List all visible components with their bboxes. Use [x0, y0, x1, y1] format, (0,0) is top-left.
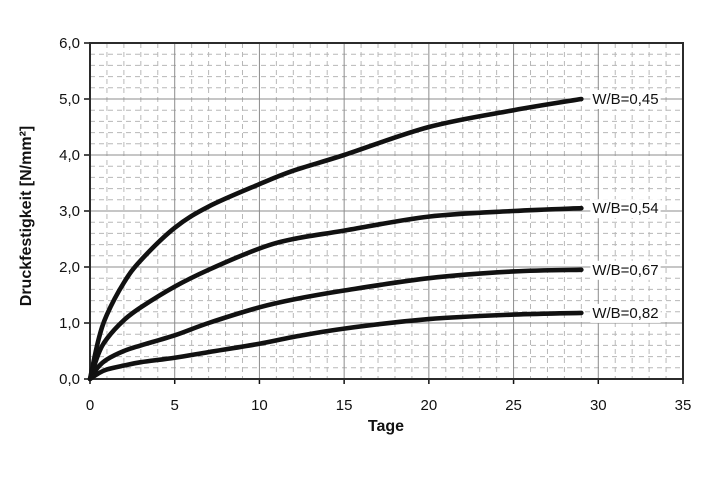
y-tick-label: 3,0: [59, 203, 80, 220]
x-tick-label: 0: [86, 397, 94, 414]
y-tick-label: 6,0: [59, 35, 80, 52]
x-tick-label: 20: [421, 397, 438, 414]
curve: [87, 310, 584, 382]
x-tick-label: 5: [171, 397, 179, 414]
curve-label: W/B=0,45: [592, 91, 658, 108]
curve-labels: W/B=0,45 W/B=0,54 W/B=0,67 W/B=0,82: [590, 90, 661, 323]
x-axis-title: Tage: [368, 418, 404, 435]
y-tick-label: 5,0: [59, 91, 80, 108]
x-tick-label: 10: [251, 397, 268, 414]
curve-label-bg: [590, 260, 661, 280]
y-tick-labels: 0,0 1,0 2,0 3,0 4,0 5,0 6,0: [59, 35, 80, 388]
curve-label-bg: [590, 199, 661, 219]
y-tick-label: 4,0: [59, 147, 80, 164]
x-tick-label: 15: [336, 397, 353, 414]
y-tick-label: 0,0: [59, 371, 80, 388]
grid-major: [90, 43, 683, 379]
curve-label-bg: [590, 303, 661, 323]
x-tick-label: 35: [675, 397, 692, 414]
y-tick-label: 2,0: [59, 259, 80, 276]
curves: [87, 96, 584, 382]
curve-label-bg: [590, 90, 661, 109]
x-tick-label: 30: [590, 397, 607, 414]
axis-ticks: [84, 42, 684, 384]
curve-label: W/B=0,82: [592, 305, 658, 322]
y-tick-label: 1,0: [59, 315, 80, 332]
x-tick-label: 25: [505, 397, 522, 414]
curve: [87, 267, 584, 382]
curve-label: W/B=0,54: [592, 200, 658, 217]
y-axis-title: Druckfestigkeit [N/mm²]: [18, 126, 35, 306]
curve: [87, 205, 584, 382]
curve: [87, 96, 584, 382]
plot-border: [89, 42, 684, 380]
x-tick-labels: 0 5 10 15 20 25 30 35: [86, 397, 692, 414]
curve-label: W/B=0,67: [592, 262, 658, 279]
